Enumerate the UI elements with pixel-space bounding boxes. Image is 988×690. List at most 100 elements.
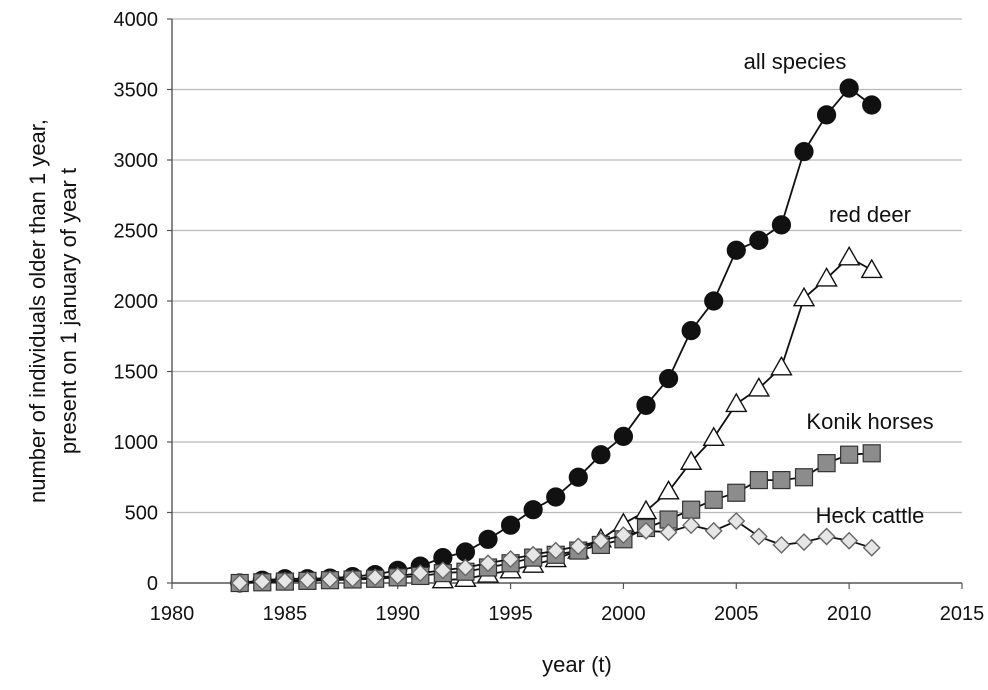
data-point <box>658 368 679 389</box>
y-tick-label: 0 <box>147 573 158 595</box>
data-point <box>817 454 836 473</box>
x-axis-title: year (t) <box>542 652 612 677</box>
data-point <box>253 572 272 591</box>
data-point <box>772 535 791 554</box>
data-point <box>637 521 655 540</box>
data-point <box>343 569 362 588</box>
data-point <box>839 78 859 98</box>
axes: 0 500 1000 1500 2000 2500 3000 3500 4000 1980 1985… <box>114 9 985 625</box>
data-point <box>546 541 565 560</box>
y-tick-label: 3000 <box>114 150 159 172</box>
data-point <box>816 105 837 125</box>
data-point <box>569 537 588 556</box>
data-point <box>411 564 430 583</box>
series-all-species <box>230 78 882 593</box>
data-point <box>546 487 566 507</box>
data-point <box>862 444 881 463</box>
y-tick-label: 2500 <box>114 221 159 243</box>
data-point <box>704 490 723 509</box>
x-tick-label: 2000 <box>601 603 646 625</box>
data-point <box>433 561 452 580</box>
y-axis-title-line-1: number of individuals older than 1 year, <box>25 119 50 503</box>
series-heck-cattle <box>230 511 881 592</box>
data-point <box>815 267 838 287</box>
y-axis-title-line-2: present on 1 january of year t <box>56 168 81 454</box>
series-label-heck-cattle: Heck cattle <box>816 503 925 528</box>
data-point <box>840 445 859 464</box>
data-point <box>591 531 610 550</box>
data-point <box>837 245 861 266</box>
data-point <box>727 511 746 530</box>
y-tick-label: 500 <box>125 503 158 525</box>
data-point <box>749 230 769 250</box>
y-tick-label: 3500 <box>114 80 159 102</box>
data-point <box>772 470 791 490</box>
data-point <box>704 521 723 540</box>
data-point <box>747 377 771 397</box>
x-tick-label: 1980 <box>150 603 195 625</box>
data-point <box>860 258 883 279</box>
data-point <box>749 470 768 490</box>
data-point <box>275 571 294 590</box>
data-point <box>679 450 703 470</box>
data-point <box>659 523 678 542</box>
series-labels: all species red deer Konik horses Heck catt… <box>744 49 934 528</box>
y-tick-label: 1000 <box>114 432 159 454</box>
data-point <box>366 568 385 587</box>
data-point <box>591 445 611 465</box>
y-tick-label: 2000 <box>114 291 159 313</box>
data-point <box>500 515 521 535</box>
data-point <box>614 526 633 545</box>
data-point <box>523 500 543 520</box>
data-point <box>682 516 701 535</box>
data-point <box>795 533 813 552</box>
data-point <box>501 550 520 569</box>
data-point <box>321 570 339 589</box>
data-point <box>862 538 881 557</box>
data-point <box>794 141 814 162</box>
data-point <box>479 554 497 573</box>
x-tick-label: 2010 <box>827 603 872 625</box>
data-point <box>792 286 816 307</box>
data-point <box>657 479 680 500</box>
data-point <box>524 545 543 564</box>
x-tick-label: 2015 <box>940 603 985 625</box>
data-point <box>749 527 768 546</box>
data-point <box>681 321 701 341</box>
data-point <box>230 574 249 592</box>
data-point <box>725 392 748 413</box>
series-label-konik-horses: Konik horses <box>806 409 933 434</box>
y-tick-label: 1500 <box>114 362 159 384</box>
data-point <box>478 529 498 549</box>
data-point <box>862 95 882 115</box>
data-point <box>727 483 746 502</box>
data-point <box>568 467 588 487</box>
y-tick-label: 4000 <box>114 9 159 31</box>
data-point <box>840 531 859 550</box>
x-tick-label: 1995 <box>488 603 533 625</box>
data-point <box>794 468 814 487</box>
data-point <box>298 571 317 590</box>
data-point <box>771 215 792 235</box>
data-point <box>636 395 656 415</box>
series-group <box>230 78 883 593</box>
x-tick-label: 1985 <box>263 603 308 625</box>
data-point <box>455 542 476 562</box>
data-point <box>613 426 634 446</box>
grid <box>172 18 962 514</box>
series-line <box>239 86 873 584</box>
data-point <box>456 558 475 577</box>
data-point <box>634 499 658 520</box>
data-point <box>682 500 701 519</box>
data-point <box>817 527 836 546</box>
data-point <box>704 291 724 311</box>
data-point <box>726 240 746 260</box>
data-point <box>702 426 725 446</box>
x-tick-label: 2005 <box>714 603 759 625</box>
data-point <box>388 566 407 585</box>
series-label-red-deer: red deer <box>829 202 911 227</box>
series-label-all-species: all species <box>744 49 847 74</box>
x-tick-label: 1990 <box>375 603 420 625</box>
